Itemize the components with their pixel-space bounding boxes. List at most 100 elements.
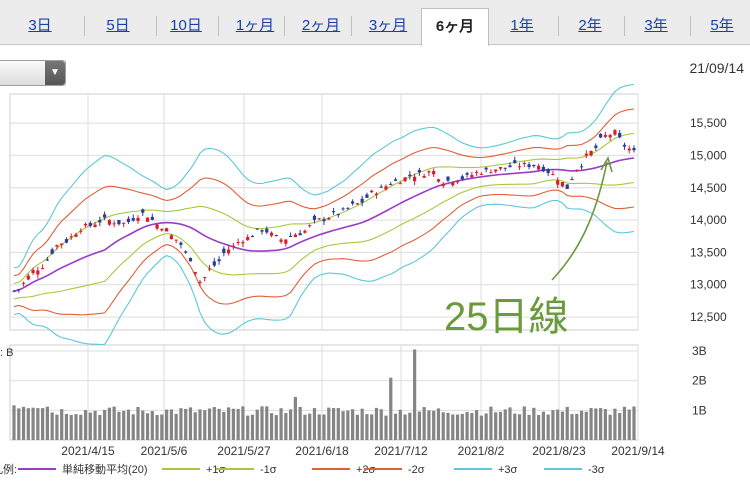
volume-bars [12, 349, 636, 440]
candle-body [88, 222, 92, 226]
candle-body [599, 133, 603, 138]
tab-separator [84, 16, 85, 36]
candle-body [494, 169, 498, 172]
volume-bar [494, 412, 498, 440]
candle-body [145, 217, 150, 222]
tab-11[interactable]: 5年 [710, 17, 734, 34]
volume-bar [41, 408, 45, 440]
legend-label: -1σ [260, 464, 277, 476]
candle-body [112, 223, 116, 225]
legend-label: +1σ [206, 464, 226, 476]
volume-bar [69, 414, 73, 440]
candle-body [12, 290, 16, 292]
price-tick-label: 15,000 [690, 148, 727, 162]
candle-body [250, 236, 255, 238]
volume-bar [303, 414, 307, 440]
tab-5[interactable]: 2ヶ月 [301, 17, 341, 34]
volume-bar [79, 414, 83, 440]
candle-body [393, 179, 398, 181]
volume-bar [184, 408, 188, 440]
x-tick-label: 2021/5/27 [217, 444, 271, 458]
candle-body [231, 245, 235, 247]
volume-bar [384, 415, 388, 440]
volume-unit-label: : B [0, 347, 13, 359]
candle-body [83, 223, 88, 226]
volume-bar [599, 408, 603, 440]
volume-bar [179, 408, 183, 440]
tab-7[interactable]: 6ヶ月 [421, 8, 489, 46]
volume-bar [441, 412, 445, 440]
candle-body [126, 218, 131, 223]
candle-body [384, 186, 388, 190]
candle-body [451, 182, 455, 186]
volume-bar [446, 412, 450, 440]
candle-body [436, 179, 441, 182]
tab-3[interactable]: 10日 [170, 17, 202, 34]
candle-body [31, 269, 35, 274]
tab-1[interactable]: 3日 [28, 17, 52, 34]
candle-body [117, 220, 121, 225]
volume-bar [188, 407, 193, 440]
tab-separator [351, 16, 352, 36]
candle-body [355, 203, 359, 205]
candle-body [460, 176, 464, 180]
volume-bar [45, 406, 49, 440]
tab-8[interactable]: 1年 [510, 17, 534, 34]
candle-body [50, 249, 54, 254]
tab-6[interactable]: 3ヶ月 [368, 17, 408, 34]
candle-body [365, 194, 369, 198]
ma25-annotation: 25日線 [444, 155, 613, 339]
candle-body [422, 176, 426, 178]
candle-body [537, 165, 541, 170]
annotation-label: 25日線 [444, 295, 569, 339]
chart-options-dropdown[interactable]: ▼ [0, 60, 66, 86]
price-tick-label: 15,500 [690, 116, 727, 130]
volume-bar [355, 414, 359, 440]
volume-bar [613, 408, 617, 440]
volume-bar [527, 414, 531, 440]
candle-body [312, 215, 317, 220]
candle-body [41, 268, 45, 270]
volume-bar [74, 414, 78, 440]
candle-body [541, 166, 545, 172]
candle-body [203, 277, 207, 279]
volume-bar [322, 414, 326, 440]
volume-bar [122, 410, 126, 440]
candle-body [131, 217, 135, 221]
tab-10[interactable]: 3年 [644, 17, 668, 34]
candle-body [136, 217, 140, 222]
volume-bar [274, 415, 278, 440]
candle-body [427, 171, 431, 173]
candle-body [622, 144, 627, 147]
tab-4[interactable]: 1ヶ月 [235, 17, 275, 34]
candle-body [632, 148, 636, 151]
volume-bar [131, 414, 135, 440]
candle-body [188, 257, 193, 262]
candle-body [570, 179, 574, 181]
x-tick-label: 2021/9/14 [611, 444, 665, 458]
candle-body [107, 220, 111, 225]
volume-bar [560, 411, 565, 440]
tab-separator [156, 16, 157, 36]
candle-body [269, 232, 274, 236]
volume-bar [312, 408, 317, 440]
candle-body [222, 248, 226, 254]
candle-body [165, 228, 169, 232]
candle-body [298, 233, 302, 236]
volume-bar [12, 405, 16, 440]
volume-bar [351, 409, 355, 440]
candle-body [408, 174, 412, 177]
candle-body [169, 235, 173, 240]
candle-body [21, 282, 26, 284]
candle-body [184, 251, 188, 253]
volume-bar [379, 409, 383, 440]
tab-2[interactable]: 5日 [106, 17, 130, 34]
volume-bar [565, 406, 569, 440]
candle-body [241, 242, 245, 244]
tab-9[interactable]: 2年 [578, 17, 602, 34]
volume-bar [269, 413, 274, 440]
candle-body [322, 219, 326, 222]
candle-body [351, 201, 355, 204]
candle-body [556, 180, 560, 185]
